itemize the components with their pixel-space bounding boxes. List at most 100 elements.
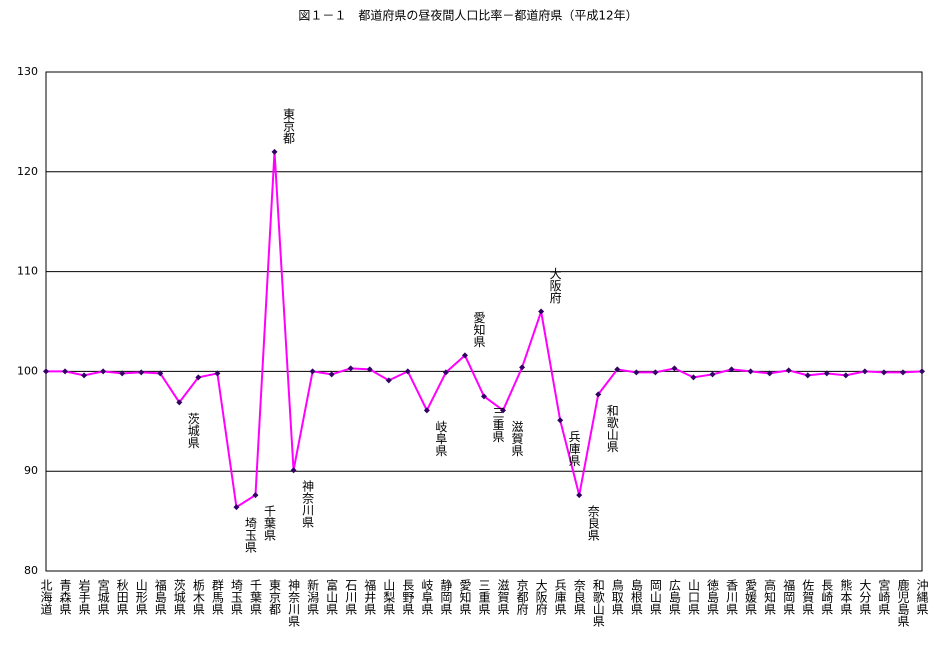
annotation: 和歌山県 xyxy=(605,404,619,452)
data-point xyxy=(43,368,49,375)
annotation: 大阪府 xyxy=(548,267,562,303)
x-tick-label: 岐阜県 xyxy=(420,579,434,615)
annotation: 神奈川県 xyxy=(301,480,315,528)
data-point xyxy=(576,492,583,499)
y-tick-label: 80 xyxy=(24,564,38,577)
data-point xyxy=(557,417,564,424)
data-point xyxy=(385,377,392,384)
data-point xyxy=(899,369,906,376)
data-point xyxy=(404,368,411,375)
x-tick-label: 岩手県 xyxy=(77,578,91,615)
x-tick-label: 愛知県 xyxy=(458,579,472,615)
x-tick-label: 京都府 xyxy=(515,579,529,615)
data-point xyxy=(728,366,735,373)
data-point xyxy=(347,365,354,372)
x-tick-label: 徳島県 xyxy=(706,578,720,615)
x-tick-label: 広島県 xyxy=(667,579,681,615)
x-tick-label: 愛媛県 xyxy=(744,579,758,615)
x-tick-label: 栃木県 xyxy=(191,579,205,615)
x-tick-label: 宮城県 xyxy=(96,578,110,615)
x-tick-label: 山形県 xyxy=(134,579,148,615)
data-point xyxy=(138,369,145,376)
data-point xyxy=(252,492,259,499)
data-point xyxy=(652,369,659,376)
x-tick-label: 福島県 xyxy=(153,578,167,615)
x-tick-label: 福岡県 xyxy=(782,578,796,615)
x-tick-label: 滋賀県 xyxy=(496,579,510,615)
data-point xyxy=(100,368,107,375)
x-tick-label: 東京都 xyxy=(268,579,282,615)
data-point xyxy=(81,372,88,379)
data-point xyxy=(919,368,925,375)
y-tick-label: 130 xyxy=(17,65,38,78)
x-tick-label: 埼玉県 xyxy=(229,579,243,615)
x-tick-label: 茨城県 xyxy=(172,579,186,615)
data-point xyxy=(62,368,69,375)
data-point xyxy=(461,352,468,359)
data-point xyxy=(271,148,278,155)
data-point xyxy=(671,365,678,372)
x-tick-label: 三重県 xyxy=(477,579,491,615)
x-tick-label: 青森県 xyxy=(58,579,72,615)
x-tick-label: 佐賀県 xyxy=(801,579,815,615)
x-tick-label: 静岡県 xyxy=(439,579,453,615)
annotation: 東京都 xyxy=(282,107,296,143)
x-tick-label: 群馬県 xyxy=(210,579,224,615)
data-point xyxy=(366,366,373,373)
data-point xyxy=(423,407,430,414)
x-tick-label: 神奈川県 xyxy=(287,579,301,627)
x-tick-label: 香川県 xyxy=(725,579,739,615)
y-tick-label: 100 xyxy=(17,364,38,377)
x-tick-label: 大阪府 xyxy=(534,579,548,615)
data-point xyxy=(633,369,640,376)
data-point xyxy=(290,467,297,474)
x-tick-label: 山口県 xyxy=(686,579,700,615)
annotation: 兵庫県 xyxy=(567,430,581,466)
annotation: 岐阜県 xyxy=(434,420,448,456)
x-tick-label: 大分県 xyxy=(858,579,872,615)
data-point xyxy=(614,366,621,373)
data-point xyxy=(538,308,545,315)
data-point xyxy=(481,393,487,400)
x-tick-label: 長野県 xyxy=(401,579,415,615)
x-tick-label: 宮崎県 xyxy=(877,578,891,615)
data-point xyxy=(195,374,202,381)
chart-title: 図１－１ 都道府県の昼夜間人口比率－都道府県（平成12年） xyxy=(298,8,637,23)
data-point xyxy=(747,368,754,375)
data-point xyxy=(709,371,716,378)
data-point xyxy=(442,369,449,376)
x-tick-label: 和歌山県 xyxy=(591,579,605,627)
data-point xyxy=(157,370,164,377)
y-tick-label: 110 xyxy=(17,265,38,278)
x-tick-label: 奈良県 xyxy=(572,579,586,615)
x-tick-label: 千葉県 xyxy=(248,579,262,615)
annotation: 千葉県 xyxy=(262,505,276,541)
x-tick-label: 秋田県 xyxy=(115,579,129,615)
data-point xyxy=(804,372,811,379)
x-tick-label: 沖縄県 xyxy=(915,579,929,615)
data-point xyxy=(328,371,335,378)
y-tick-label: 90 xyxy=(24,464,38,477)
x-tick-label: 鹿児島県 xyxy=(896,578,910,627)
data-point xyxy=(119,370,126,377)
x-tick-label: 北海道 xyxy=(39,579,53,615)
data-point xyxy=(519,364,526,371)
annotation: 茨城県 xyxy=(186,412,200,448)
data-point xyxy=(595,391,602,398)
data-point xyxy=(309,368,316,375)
x-tick-label: 島根県 xyxy=(629,578,643,615)
data-point xyxy=(823,370,830,377)
data-point xyxy=(861,368,868,375)
x-tick-label: 熊本県 xyxy=(839,578,853,615)
x-tick-label: 福井県 xyxy=(363,578,377,615)
y-tick-label: 120 xyxy=(17,165,38,178)
x-tick-label: 岡山県 xyxy=(648,579,662,615)
data-point xyxy=(214,370,221,377)
x-tick-label: 鳥取県 xyxy=(610,578,624,615)
data-point xyxy=(766,370,773,377)
data-point xyxy=(233,504,240,511)
x-tick-label: 長崎県 xyxy=(820,579,834,615)
x-tick-label: 山梨県 xyxy=(382,579,396,615)
annotation: 三重県 xyxy=(491,406,505,442)
